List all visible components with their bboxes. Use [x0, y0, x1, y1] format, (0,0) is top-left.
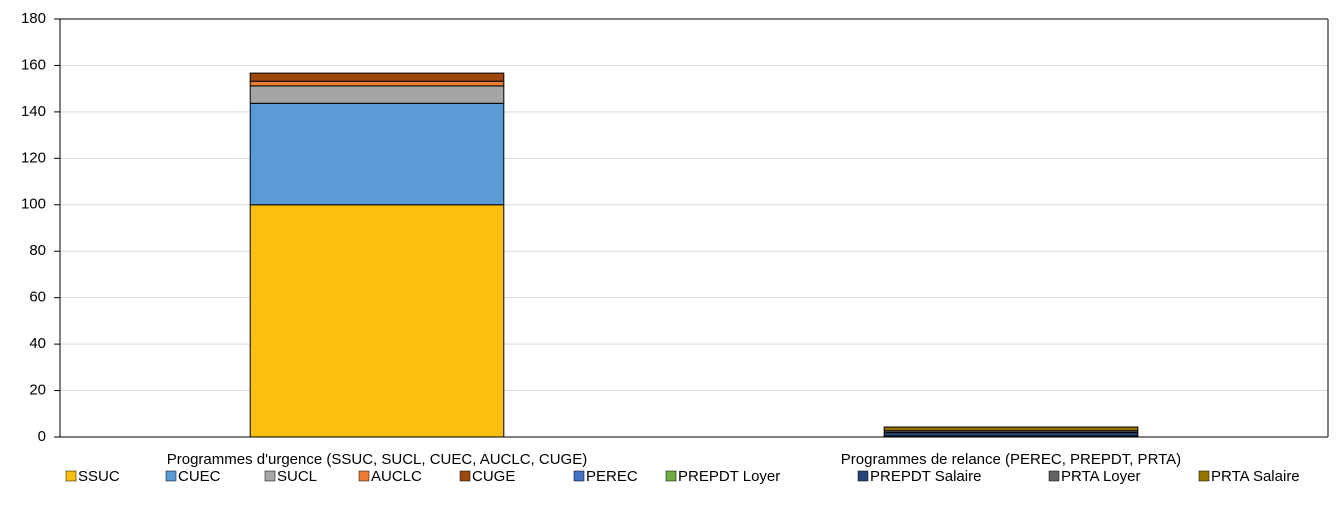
y-tick-label: 140 [21, 103, 46, 120]
legend-label: PEREC [586, 468, 638, 485]
legend-swatch [1048, 470, 1060, 482]
bar-segment [249, 102, 505, 206]
y-tick-label: 40 [29, 335, 46, 352]
bar-segment [249, 72, 505, 82]
bar-segment [249, 85, 505, 104]
bar-segment [249, 80, 505, 87]
legend-label: PREPDT Salaire [870, 468, 981, 485]
legend-swatch [665, 470, 677, 482]
y-tick-label: 180 [21, 10, 46, 27]
y-tick-label: 120 [21, 149, 46, 166]
y-tick-label: 60 [29, 289, 46, 306]
legend-label: PRTA Loyer [1061, 468, 1140, 485]
legend-swatch [857, 470, 869, 482]
legend-label: CUEC [178, 468, 221, 485]
y-tick-label: 0 [38, 428, 46, 445]
legend-swatch [459, 470, 471, 482]
legend-label: PREPDT Loyer [678, 468, 780, 485]
legend-swatch [358, 470, 370, 482]
y-tick-label: 80 [29, 242, 46, 259]
x-tick-label: Programmes de relance (PEREC, PREPDT, PR… [841, 451, 1181, 468]
legend-label: CUGE [472, 468, 515, 485]
legend-label: PRTA Salaire [1211, 468, 1300, 485]
legend-swatch [65, 470, 77, 482]
legend-label: SUCL [277, 468, 317, 485]
bar-segment [249, 204, 505, 438]
legend-swatch [264, 470, 276, 482]
legend-swatch [1198, 470, 1210, 482]
bar-segment [883, 432, 1139, 437]
legend-swatch [165, 470, 177, 482]
y-tick-label: 100 [21, 196, 46, 213]
legend-label: AUCLC [371, 468, 422, 485]
y-tick-label: 160 [21, 56, 46, 73]
legend-swatch [573, 470, 585, 482]
y-tick-label: 20 [29, 382, 46, 399]
bar-segment [883, 426, 1139, 432]
legend-label: SSUC [78, 468, 120, 485]
x-tick-label: Programmes d'urgence (SSUC, SUCL, CUEC, … [167, 451, 587, 468]
